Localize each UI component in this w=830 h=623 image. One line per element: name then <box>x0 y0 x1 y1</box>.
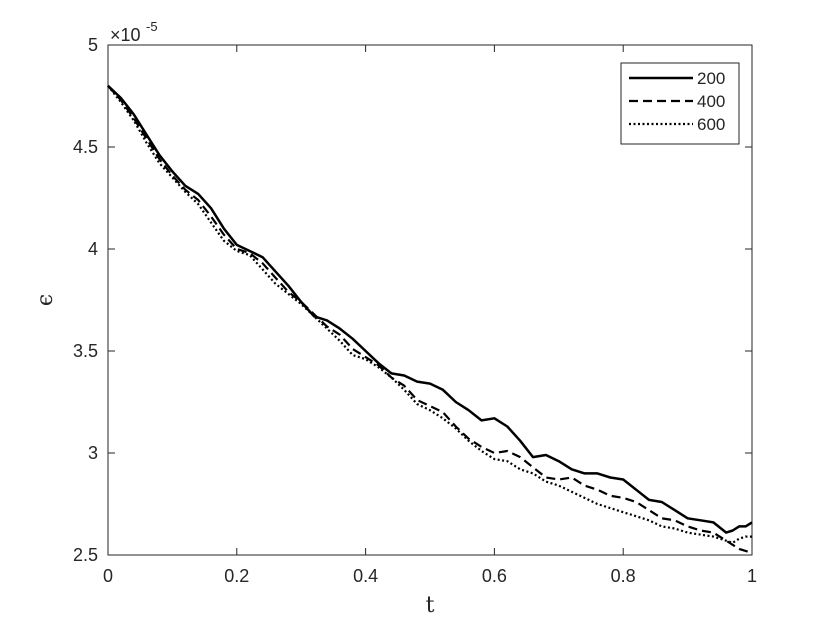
x-tick-label: 0.8 <box>611 566 636 586</box>
x-tick-label: 0 <box>103 566 113 586</box>
legend-label-200: 200 <box>697 69 725 88</box>
series-layer <box>107 84 753 555</box>
x-tick-label: 0.6 <box>482 566 507 586</box>
ticks-layer: 0 0.2 0.4 0.6 0.8 1 2.5 3 3.5 4 4.5 5 <box>73 35 757 586</box>
legend-box <box>620 62 740 145</box>
x-tick-label: 0.2 <box>224 566 249 586</box>
plot-frame <box>107 44 753 556</box>
legend-label-400: 400 <box>697 92 725 111</box>
y-tick-label: 2.5 <box>73 545 98 565</box>
y-axis-exponent-base: ×10 <box>110 25 141 45</box>
y-tick-label: 4 <box>88 239 98 259</box>
plot-area <box>107 44 753 556</box>
y-tick-label: 3 <box>88 443 98 463</box>
y-axis-exponent-power: -5 <box>146 19 158 34</box>
y-axis-label: ϵ <box>33 294 58 306</box>
x-axis-label: t <box>426 593 435 618</box>
legend-label-600: 600 <box>697 115 725 134</box>
series-line-200 <box>107 84 753 534</box>
y-tick-label: 3.5 <box>73 341 98 361</box>
x-tick-label: 0.4 <box>353 566 378 586</box>
legend: 200 400 600 <box>620 62 740 145</box>
y-tick-label: 4.5 <box>73 137 98 157</box>
x-tick-label: 1 <box>747 566 757 586</box>
series-line-400 <box>107 85 753 555</box>
y-tick-label: 5 <box>88 35 98 55</box>
